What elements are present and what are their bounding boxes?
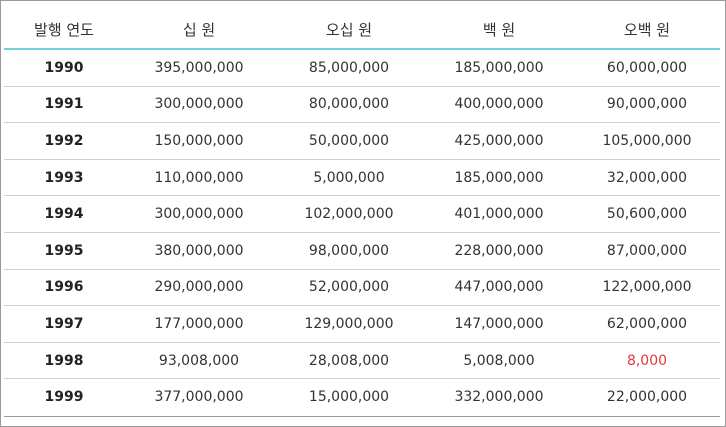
year-cell: 1998 [4,342,124,380]
value-cell: 150,000,000 [124,122,274,160]
value-cell: 147,000,000 [424,305,574,343]
value-cell: 22,000,000 [606,389,688,406]
value-cell: 80,000,000 [274,86,424,124]
value-cell: 60,000,000 [574,49,720,87]
value-cell: 122,000,000 [574,269,720,307]
value-cell: 5,000,000 [274,159,424,197]
value-cell: 50,000,000 [274,122,424,160]
value-cell: 401,000,000 [424,195,574,233]
value-cell: 110,000,000 [124,159,274,197]
value-cell: 300,000,000 [124,86,274,124]
value-cell: 102,000,000 [274,195,424,233]
value-cell: 98,000,000 [274,232,424,270]
table-row: 1998 93,008,000 28,008,000 5,008,000 8,0… [4,342,720,380]
value-cell: 15,000,000 [308,389,390,406]
table-row: 1996 290,000,000 52,000,000 447,000,000 … [4,269,720,307]
year-cell: 1992 [4,122,124,160]
value-cell: 377,000,000 [154,389,244,406]
value-cell: 85,000,000 [274,49,424,87]
value-cell: 177,000,000 [124,305,274,343]
value-cell: 185,000,000 [424,159,574,197]
value-cell: 50,600,000 [574,195,720,233]
value-cell: 52,000,000 [274,269,424,307]
highlighted-value-cell: 8,000 [574,342,720,380]
value-cell: 28,008,000 [274,342,424,380]
value-cell: 62,000,000 [574,305,720,343]
header-year: 발행 연도 [4,10,124,50]
value-cell: 400,000,000 [424,86,574,124]
table-row: 1993 110,000,000 5,000,000 185,000,000 3… [4,159,720,197]
year-cell: 1999 [44,389,84,406]
value-cell: 32,000,000 [574,159,720,197]
value-cell: 332,000,000 [454,389,544,406]
value-cell: 380,000,000 [124,232,274,270]
year-cell: 1993 [4,159,124,197]
value-cell: 290,000,000 [124,269,274,307]
table-row: 1992 150,000,000 50,000,000 425,000,000 … [4,122,720,160]
value-cell: 93,008,000 [124,342,274,380]
table-row: 1995 380,000,000 98,000,000 228,000,000 … [4,232,720,270]
value-cell: 425,000,000 [424,122,574,160]
table-row: 1994 300,000,000 102,000,000 401,000,000… [4,195,720,233]
header-50-won: 오십 원 [274,10,424,50]
value-cell: 5,008,000 [424,342,574,380]
table-row: 1990 395,000,000 85,000,000 185,000,000 … [4,49,720,87]
year-cell: 1994 [4,195,124,233]
value-cell: 228,000,000 [424,232,574,270]
table-row: 1997 177,000,000 129,000,000 147,000,000… [4,305,720,343]
year-cell: 1990 [4,49,124,87]
header-100-won: 백 원 [424,10,574,50]
value-cell: 90,000,000 [574,86,720,124]
table-row: 1999 377,000,000 15,000,000 332,000,000 … [4,379,720,415]
coin-mintage-table: 발행 연도 십 원 오십 원 백 원 오백 원 1990 395,000,000… [4,10,720,415]
year-cell: 1996 [4,269,124,307]
year-cell: 1997 [4,305,124,343]
value-cell: 87,000,000 [574,232,720,270]
value-cell: 395,000,000 [124,49,274,87]
header-10-won: 십 원 [124,10,274,50]
value-cell: 185,000,000 [424,49,574,87]
year-cell: 1995 [4,232,124,270]
value-cell: 129,000,000 [274,305,424,343]
table-bottom-border [4,416,720,417]
value-cell: 300,000,000 [124,195,274,233]
year-cell: 1991 [4,86,124,124]
value-cell: 105,000,000 [574,122,720,160]
value-cell: 447,000,000 [424,269,574,307]
header-row: 발행 연도 십 원 오십 원 백 원 오백 원 [4,10,720,50]
header-500-won: 오백 원 [574,10,720,50]
table-row: 1991 300,000,000 80,000,000 400,000,000 … [4,86,720,124]
